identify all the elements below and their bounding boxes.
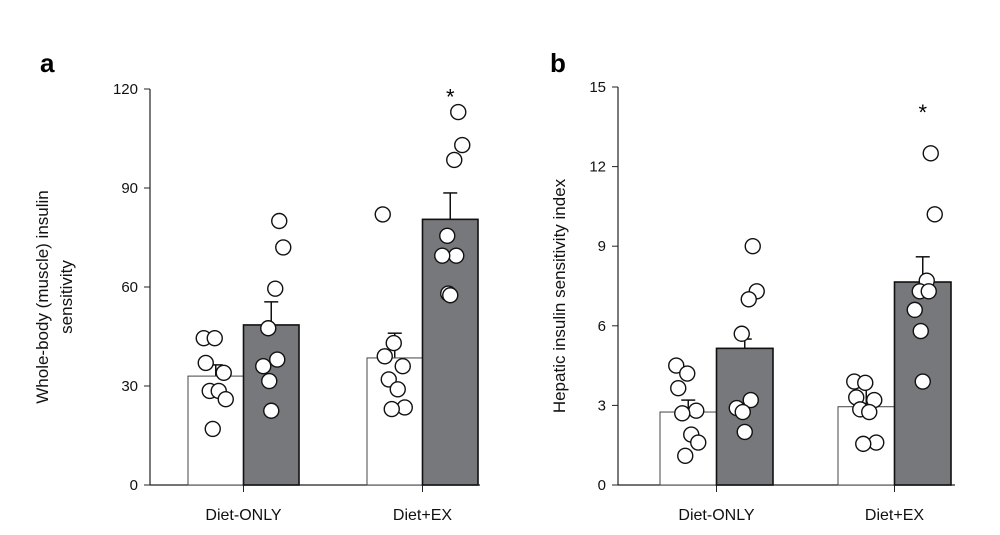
y-tick-label: 12 <box>589 159 606 176</box>
y-tick-label: 0 <box>598 477 606 494</box>
y-axis-label: Whole-body (muscle) insulin <box>33 190 52 404</box>
data-point <box>857 374 874 392</box>
data-point <box>260 320 277 337</box>
data-point <box>740 291 757 308</box>
bar-gray-Diet+EX <box>421 218 479 486</box>
data-point <box>674 405 691 422</box>
data-point <box>734 403 751 421</box>
x-tick-label: Diet-ONLY <box>205 507 281 524</box>
data-point <box>855 435 872 453</box>
y-tick-label: 120 <box>113 81 138 98</box>
data-point <box>733 325 750 342</box>
data-point <box>269 351 286 368</box>
y-tick-label: 30 <box>121 378 138 395</box>
panel-label: a <box>40 48 55 78</box>
data-point <box>920 283 937 300</box>
data-point <box>454 136 471 154</box>
data-point <box>215 364 232 381</box>
data-point <box>434 247 451 264</box>
data-point <box>677 447 694 465</box>
data-point <box>744 237 761 255</box>
data-point <box>450 103 467 121</box>
data-point <box>275 239 292 256</box>
y-tick-label: 15 <box>589 79 606 96</box>
data-point <box>690 434 707 451</box>
data-point <box>394 358 411 375</box>
x-tick-label: Diet+EX <box>865 507 924 524</box>
data-point <box>263 402 280 419</box>
data-point <box>688 402 705 419</box>
data-point <box>376 348 393 365</box>
y-tick-label: 0 <box>130 477 138 494</box>
data-point <box>385 334 402 352</box>
x-tick-label: Diet-ONLY <box>678 507 754 524</box>
bar-gray-Diet+EX <box>893 281 952 486</box>
significance-marker: * <box>446 84 455 109</box>
data-point <box>197 354 214 372</box>
data-point <box>217 391 234 408</box>
data-point <box>267 280 284 297</box>
data-point <box>922 145 939 162</box>
data-point <box>383 400 400 418</box>
data-point <box>206 329 223 347</box>
data-point <box>679 365 696 382</box>
data-point <box>448 247 465 264</box>
data-point <box>374 206 391 223</box>
y-tick-label: 60 <box>121 279 138 296</box>
data-point <box>912 322 929 340</box>
data-point <box>914 373 931 390</box>
x-tick-label: Diet+EX <box>393 507 452 524</box>
panel-label: b <box>550 48 566 78</box>
data-point <box>204 420 221 438</box>
data-point <box>670 379 687 397</box>
y-tick-label: 3 <box>598 397 606 414</box>
y-axis-label: sensitivity <box>57 260 76 334</box>
data-point <box>668 357 685 374</box>
y-axis-label: Hepatic insulin sensitivity index <box>550 178 569 413</box>
data-point <box>271 212 288 230</box>
y-tick-label: 6 <box>598 318 606 335</box>
data-point <box>261 372 278 390</box>
data-point <box>736 423 753 441</box>
data-point <box>906 301 923 319</box>
significance-marker: * <box>918 100 927 125</box>
data-point <box>742 391 759 409</box>
data-point <box>442 287 459 304</box>
data-point <box>926 206 943 223</box>
data-point <box>861 403 878 421</box>
y-tick-label: 9 <box>598 238 606 255</box>
data-point <box>446 151 463 169</box>
data-point <box>439 227 456 245</box>
y-tick-label: 90 <box>121 180 138 197</box>
data-point <box>389 381 406 398</box>
data-point <box>255 358 272 375</box>
